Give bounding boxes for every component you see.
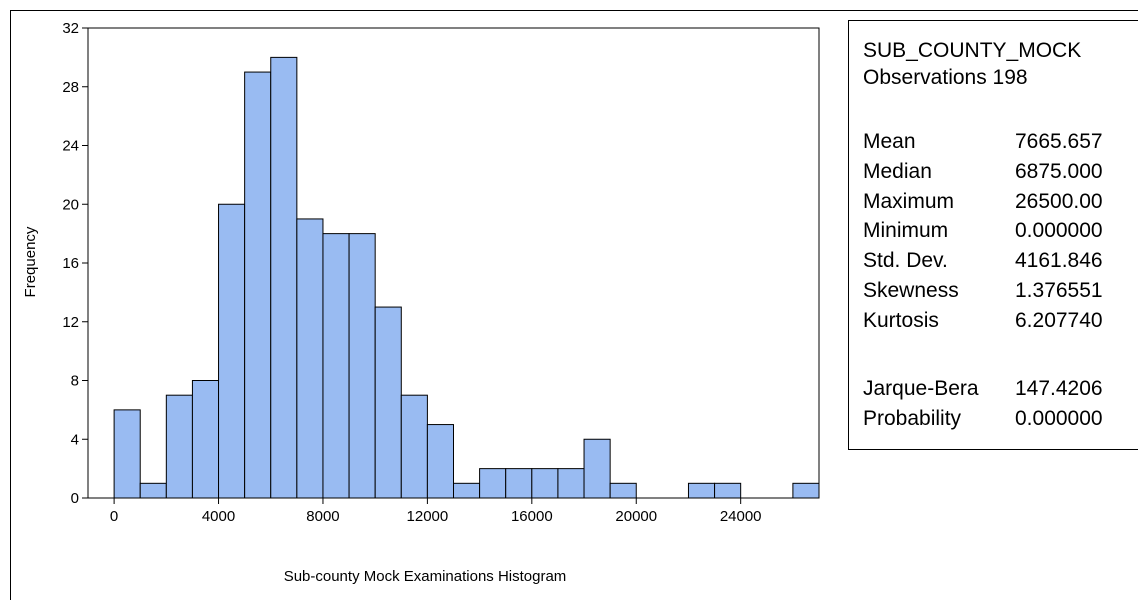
y-tick-label: 0 xyxy=(71,490,79,507)
y-tick-label: 32 xyxy=(62,20,79,37)
histogram-bar xyxy=(244,71,272,499)
histogram-bar xyxy=(714,482,742,499)
histogram-bar xyxy=(165,394,193,499)
stat-value: 6.207740 xyxy=(1015,308,1103,332)
stat-label: Probability xyxy=(863,406,962,430)
histogram-bar xyxy=(453,482,481,499)
stat-label: Jarque-Bera xyxy=(863,377,979,400)
stat-value: 0.000000 xyxy=(1015,219,1103,243)
histogram-bar xyxy=(687,482,716,499)
y-tick-label: 28 xyxy=(62,79,79,96)
stat-value: 6875.000 xyxy=(1015,159,1103,183)
stat-label: Minimum xyxy=(863,219,949,243)
y-axis-label: Frequency xyxy=(22,226,39,297)
x-axis: 0 4000 8000 12000 16000 20000 24000 xyxy=(110,498,762,525)
histogram-bar xyxy=(792,482,820,499)
histogram-bar xyxy=(426,424,454,499)
bars-group xyxy=(113,56,820,499)
stat-row: Kurtosis 6.207740 xyxy=(863,309,1133,337)
y-tick-label: 24 xyxy=(62,138,79,155)
y-axis: 0 4 8 12 16 20 24 28 32 xyxy=(62,20,88,507)
stat-row: Median 6875.000 xyxy=(863,160,1133,188)
x-tick-label: 4000 xyxy=(202,508,235,525)
stat-value: 4161.846 xyxy=(1015,249,1103,273)
histogram-bar xyxy=(479,468,507,499)
y-tick-label: 16 xyxy=(62,255,79,272)
x-tick-label: 24000 xyxy=(720,508,762,525)
stat-value: 26500.00 xyxy=(1015,189,1103,213)
y-tick-label: 12 xyxy=(62,314,79,331)
y-tick-label: 4 xyxy=(71,431,79,448)
stat-value: 147.4206 xyxy=(1015,377,1103,400)
x-axis-label: Sub-county Mock Examinations Histogram xyxy=(284,568,567,585)
stat-label: Skewness xyxy=(863,279,959,302)
stat-row: Probability 0.000000 xyxy=(863,407,1133,435)
histogram-bar xyxy=(113,409,141,499)
x-tick-label: 0 xyxy=(110,508,118,525)
x-tick-label: 12000 xyxy=(407,508,449,525)
x-tick-label: 8000 xyxy=(306,508,339,525)
stat-label: Std. Dev. xyxy=(863,249,948,273)
stat-value: 0.000000 xyxy=(1015,406,1103,430)
x-tick-label: 16000 xyxy=(511,508,553,525)
stat-row: Minimum 0.000000 xyxy=(863,219,1133,247)
histogram-bar xyxy=(348,233,376,499)
stat-row: Mean 7665.657 xyxy=(863,130,1133,158)
histogram-bar xyxy=(296,218,324,499)
statistics-panel: SUB_COUNTY_MOCK Observations 198 Mean 766… xyxy=(848,20,1138,450)
histogram-bar xyxy=(139,482,167,499)
histogram-bar xyxy=(505,468,533,499)
x-tick-label: 20000 xyxy=(615,508,657,525)
y-tick-label: 20 xyxy=(62,196,79,213)
stat-label: Median xyxy=(863,159,932,183)
stat-label: Kurtosis xyxy=(863,308,939,332)
histogram-bar xyxy=(400,394,428,499)
stat-value: 1.376551 xyxy=(1015,279,1103,302)
stat-row: Std. Dev. 4161.846 xyxy=(863,249,1133,277)
stat-value: 7665.657 xyxy=(1015,130,1103,153)
stat-label: Mean xyxy=(863,130,916,153)
y-tick-label: 8 xyxy=(71,373,79,390)
histogram-bar xyxy=(322,233,350,499)
observations-count: Observations 198 xyxy=(863,66,1028,89)
histogram-bar xyxy=(557,468,585,499)
histogram-bar xyxy=(191,380,220,499)
stat-row: Jarque-Bera 147.4206 xyxy=(863,377,1133,405)
histogram-chart: 0 4 8 12 16 20 24 28 32 0 4000 8000 12000 16000 20000… xyxy=(22,20,820,585)
series-name: SUB_COUNTY_MOCK xyxy=(863,39,1082,62)
histogram-bar xyxy=(218,203,246,499)
chart-frame xyxy=(10,10,1138,600)
histogram-bar xyxy=(531,468,559,499)
stat-row: Skewness 1.376551 xyxy=(863,279,1133,307)
stat-label: Maximum xyxy=(863,189,955,213)
histogram-bar xyxy=(374,306,402,499)
stat-row: Maximum 26500.00 xyxy=(863,190,1133,218)
histogram-bar xyxy=(609,482,637,499)
histogram-bar xyxy=(583,438,611,499)
histogram-bar xyxy=(270,56,298,499)
